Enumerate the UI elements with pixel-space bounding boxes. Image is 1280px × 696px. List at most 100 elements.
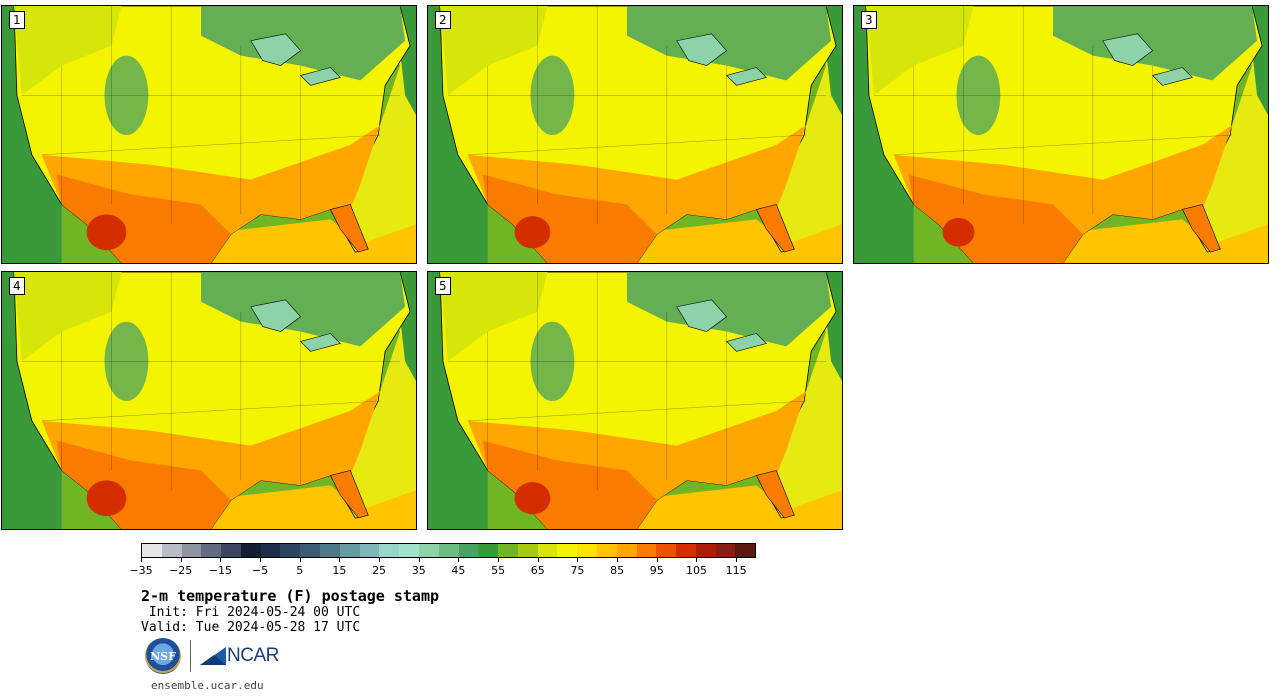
colorbar-segment <box>636 544 657 557</box>
stamp-number-label: 3 <box>861 11 877 29</box>
gulf-of-mexico <box>627 219 842 263</box>
colorbar-tick <box>696 558 698 562</box>
postage-stamp-map-3: 3 <box>853 5 1269 264</box>
colorbar-segment <box>320 544 340 557</box>
colorbar-segment <box>438 544 459 557</box>
temperature-map <box>854 6 1268 263</box>
logo-divider <box>190 640 191 672</box>
florida <box>329 470 369 519</box>
colorbar-segment <box>161 544 182 557</box>
colorbar-segment <box>260 544 281 557</box>
ncar-logo: NCAR <box>200 645 279 667</box>
figure-title: 2-m temperature (F) postage stamp <box>141 587 440 605</box>
colorbar-tick-label: 45 <box>451 564 466 577</box>
florida <box>1181 204 1221 253</box>
colorbar-segment <box>676 544 696 557</box>
colorbar-segment <box>656 544 677 557</box>
website-url: ensemble.ucar.edu <box>151 679 264 692</box>
colorbar-tick <box>498 558 500 562</box>
colorbar-segment <box>379 544 400 557</box>
cool-north-region <box>201 272 406 347</box>
colorbar-segment <box>280 544 301 557</box>
colorbar-tick <box>617 558 619 562</box>
florida <box>329 204 369 253</box>
cool-north-region <box>627 272 832 347</box>
colorbar-segment <box>339 544 360 557</box>
init-time: Init: Fri 2024-05-24 00 UTC <box>141 605 361 620</box>
stamp-number-label: 4 <box>9 277 25 295</box>
great-lakes <box>250 299 301 332</box>
northwest-region <box>439 6 548 96</box>
hottest-region <box>942 217 975 247</box>
colorbar-segment <box>577 544 597 557</box>
colorbar-tick <box>220 558 222 562</box>
colorbar-tick-label: 95 <box>649 564 664 577</box>
colorbar-tick <box>736 558 738 562</box>
temperature-map <box>2 272 416 529</box>
state-border <box>893 134 1233 156</box>
colorbar-tick-label: 55 <box>491 564 506 577</box>
postage-stamp-map-5: 5 <box>427 271 843 530</box>
colorbar-segment <box>557 544 578 557</box>
postage-stamp-map-4: 4 <box>1 271 417 530</box>
ncar-mark-icon <box>200 647 226 665</box>
colorbar-tick <box>141 558 142 562</box>
great-lakes <box>299 333 341 352</box>
colorbar-tick-label: −25 <box>169 564 193 577</box>
temperature-colorbar <box>141 543 756 558</box>
colorbar-tick-label: −35 <box>129 564 153 577</box>
logos: NSF NCAR <box>145 638 279 674</box>
great-lakes <box>676 33 727 66</box>
florida <box>755 470 795 519</box>
colorbar-segment <box>517 544 538 557</box>
hot-southwest-region <box>482 440 657 529</box>
colorbar-segment <box>300 544 321 557</box>
temperature-map <box>428 272 842 529</box>
hottest-region <box>514 482 551 515</box>
stamp-number-label: 1 <box>9 11 25 29</box>
colorbar-tick-label: −5 <box>251 564 269 577</box>
northwest-region <box>13 272 122 362</box>
cool-north-region <box>201 6 406 81</box>
colorbar-tick-label: 35 <box>411 564 426 577</box>
cool-north-region <box>1053 6 1258 81</box>
stamp-number-label: 5 <box>435 277 451 295</box>
colorbar-tick-label: 5 <box>296 564 304 577</box>
colorbar-segment <box>201 544 222 557</box>
colorbar-segment <box>359 544 380 557</box>
gulf-of-mexico <box>1053 219 1268 263</box>
great-lakes <box>725 67 767 86</box>
hottest-region <box>514 216 551 249</box>
hot-southwest-region <box>908 174 1083 263</box>
colorbar-segment <box>735 544 756 557</box>
colorbar-segment <box>399 544 419 557</box>
stamp-number-label: 2 <box>435 11 451 29</box>
colorbar-tick-label: 115 <box>725 564 747 577</box>
colorbar-segment <box>596 544 617 557</box>
colorbar-segment <box>142 544 162 557</box>
colorbar-tick <box>180 558 182 562</box>
colorbar-tick <box>379 558 381 562</box>
colorbar-segment <box>221 544 241 557</box>
great-lakes <box>725 333 767 352</box>
colorbar-segment <box>240 544 261 557</box>
colorbar-tick-label: 105 <box>685 564 707 577</box>
colorbar-tick-label: 15 <box>332 564 347 577</box>
colorbar-segment <box>498 544 518 557</box>
florida <box>755 204 795 253</box>
postage-stamp-map-1: 1 <box>1 5 417 264</box>
colorbar-segment <box>458 544 479 557</box>
colorbar-tick <box>537 558 539 562</box>
colorbar-tick <box>260 558 262 562</box>
great-lakes <box>1151 67 1193 86</box>
nsf-logo: NSF <box>145 638 181 674</box>
colorbar-segment <box>537 544 558 557</box>
temperature-map <box>2 6 416 263</box>
colorbar-tick-label: 65 <box>530 564 545 577</box>
great-lakes <box>676 299 727 332</box>
hot-southwest-region <box>56 440 231 529</box>
hot-southwest-region <box>482 174 657 263</box>
nsf-logo-text: NSF <box>150 649 176 663</box>
colorbar-tick <box>418 558 420 562</box>
northwest-region <box>13 6 122 96</box>
